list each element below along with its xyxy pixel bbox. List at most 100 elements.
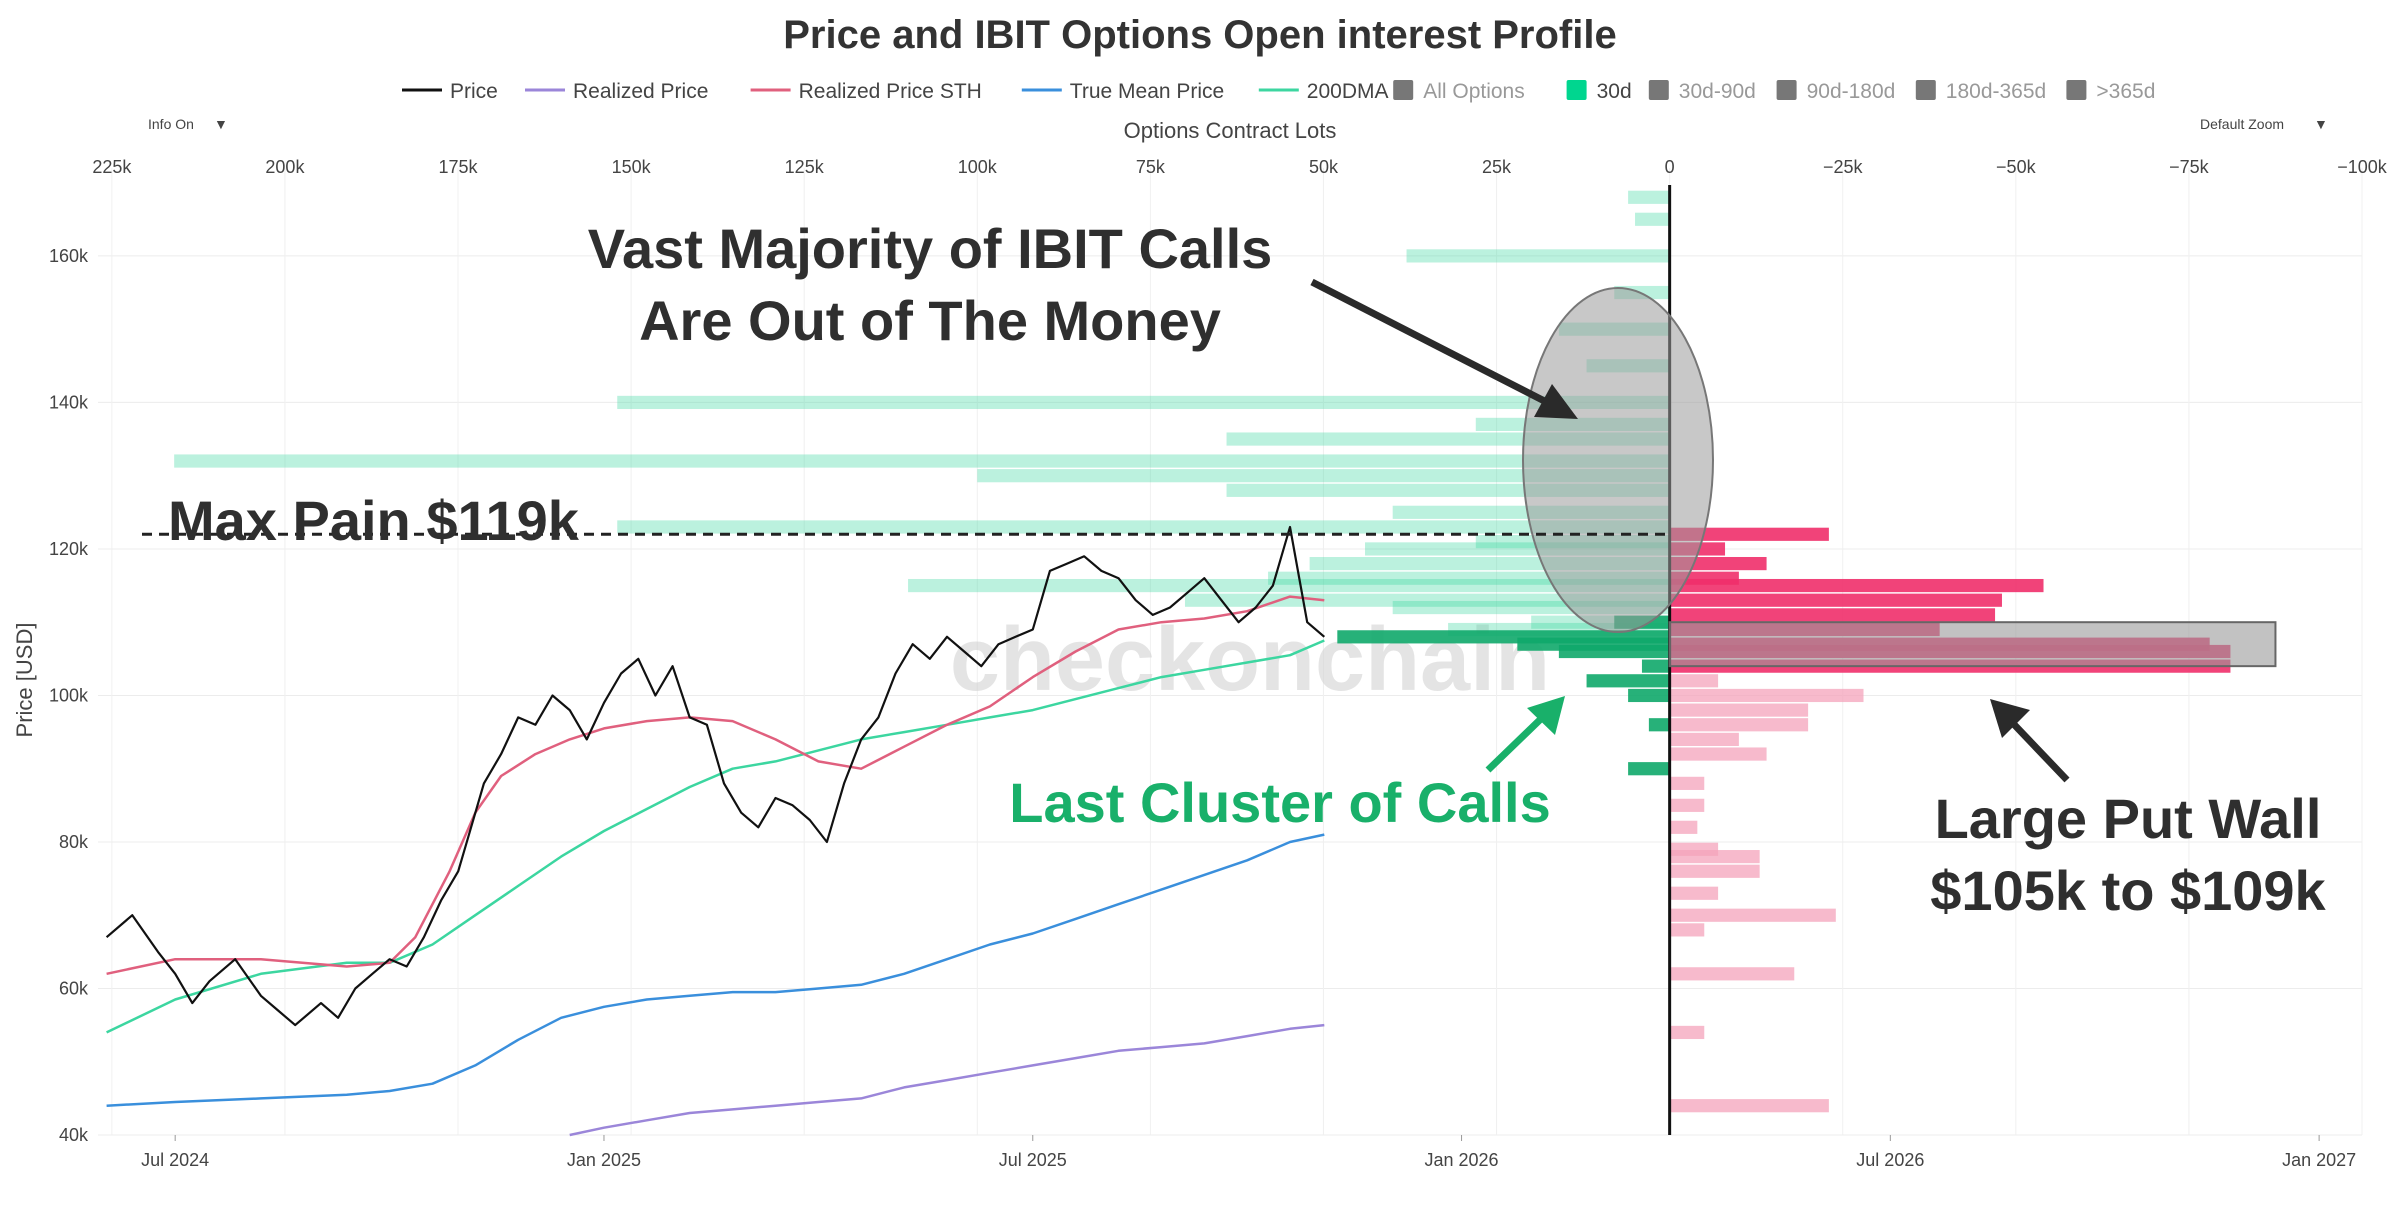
call-bar xyxy=(1628,190,1670,204)
y-axis-title: Price [USD] xyxy=(12,623,37,738)
max-pain-label: Max Pain $119k xyxy=(168,489,580,552)
put-bar xyxy=(1669,967,1795,981)
call-bar-30d xyxy=(1586,674,1670,688)
put-bar xyxy=(1669,688,1864,703)
call-bar-30d xyxy=(1337,630,1670,644)
y-tick-label: 80k xyxy=(59,832,89,852)
otm-arrow xyxy=(1310,278,1560,412)
x-tick-label: Jan 2026 xyxy=(1425,1150,1499,1170)
last-cluster-label: Last Cluster of Calls xyxy=(1009,771,1550,834)
legend-swatch xyxy=(1566,80,1587,100)
series-true-mean-price xyxy=(106,833,1325,1107)
zoom-select[interactable]: Default Zoom ▼ xyxy=(2200,116,2328,132)
legend-item-5[interactable]: All Options xyxy=(1393,80,1525,103)
series-realized-price-sth xyxy=(106,595,1325,976)
last-cluster-arrow xyxy=(1485,709,1551,773)
legend-item-10[interactable]: >365d xyxy=(2066,80,2155,103)
legend-label: Realized Price STH xyxy=(799,80,982,103)
put-bar xyxy=(1669,850,1760,864)
call-bar-30d xyxy=(1641,659,1670,673)
put-bar xyxy=(1669,886,1719,900)
top-tick-label: 125k xyxy=(785,157,825,177)
top-tick-label: 200k xyxy=(265,157,305,177)
put-bar xyxy=(1669,747,1767,761)
legend-label: >365d xyxy=(2096,80,2155,103)
call-bar-30d xyxy=(1628,762,1670,776)
legend-label: 90d-180d xyxy=(1807,80,1896,103)
info-dropdown-icon: ▼ xyxy=(214,116,228,132)
call-bar xyxy=(977,469,1670,483)
y-tick-label: 120k xyxy=(49,539,89,559)
x-tick-label: Jul 2026 xyxy=(1856,1150,1924,1170)
legend-item-3[interactable]: True Mean Price xyxy=(1021,80,1224,103)
otm-calls-ellipse xyxy=(1522,287,1714,633)
put-bar xyxy=(1669,864,1760,878)
legend-item-1[interactable]: Realized Price xyxy=(525,80,708,103)
legend-label: 180d-365d xyxy=(1946,80,2046,103)
top-tick-label: 75k xyxy=(1136,157,1166,177)
top-tick-label: 175k xyxy=(439,157,479,177)
series-lines xyxy=(105,525,1326,1137)
put-bar xyxy=(1669,908,1836,922)
put-wall-arrowhead xyxy=(1990,699,2030,738)
call-bar xyxy=(1406,249,1670,263)
legend[interactable]: Price Realized Price Realized Price STH Tru… xyxy=(402,80,2155,103)
put-wall-line1: Large Put Wall xyxy=(1935,787,2322,850)
top-tick-label: 25k xyxy=(1482,157,1512,177)
legend-item-9[interactable]: 180d-365d xyxy=(1915,80,2046,103)
chart-title: Price and IBIT Options Open interest Pro… xyxy=(783,13,1616,57)
otm-arrowhead xyxy=(1534,384,1578,419)
call-bar xyxy=(617,520,1670,534)
x-tick-label: Jul 2025 xyxy=(999,1150,1067,1170)
top-tick-label: 50k xyxy=(1309,157,1339,177)
series-price xyxy=(105,525,1326,1027)
call-bar-30d xyxy=(1628,688,1670,703)
put-bar xyxy=(1669,1099,1829,1113)
put-bar xyxy=(1669,732,1739,747)
legend-label: All Options xyxy=(1423,80,1525,103)
top-tick-label: −50k xyxy=(1996,157,2037,177)
put-bar xyxy=(1669,923,1705,937)
legend-item-8[interactable]: 90d-180d xyxy=(1776,80,1896,103)
x-tick-label: Jul 2024 xyxy=(141,1150,209,1170)
legend-swatch xyxy=(1648,80,1669,100)
top-tick-label: −25k xyxy=(1823,157,1864,177)
put-bar xyxy=(1669,703,1809,717)
put-bar xyxy=(1669,578,2044,593)
put-wall-line2: $105k to $109k xyxy=(1930,859,2326,922)
put-bar xyxy=(1669,776,1705,790)
legend-item-2[interactable]: Realized Price STH xyxy=(750,80,982,103)
top-axis-ticks: 225k 200k 175k 150k 125k 100k 75k 50k 25k 0 −25k −5… xyxy=(92,157,2387,177)
put-bar xyxy=(1669,593,2002,607)
y-tick-label: 60k xyxy=(59,978,89,998)
legend-swatch xyxy=(1776,80,1797,100)
series-200dma xyxy=(106,639,1325,1034)
legend-label: 30d-90d xyxy=(1679,80,1756,103)
top-axis-title: Options Contract Lots xyxy=(1124,118,1337,143)
top-tick-label: 0 xyxy=(1665,157,1675,177)
info-toggle[interactable]: Info On ▼ xyxy=(148,116,228,132)
top-tick-label: −75k xyxy=(2169,157,2210,177)
put-bar xyxy=(1669,527,1829,541)
legend-item-0[interactable]: Price xyxy=(402,80,498,103)
legend-label: Realized Price xyxy=(573,80,708,103)
legend-item-6[interactable]: 30d xyxy=(1566,80,1632,103)
put-wall-arrow xyxy=(2003,713,2070,783)
legend-item-4[interactable]: 200DMA xyxy=(1258,80,1389,103)
y-tick-label: 160k xyxy=(49,246,89,266)
watermark: checkonchain xyxy=(950,610,1550,710)
info-toggle-label: Info On xyxy=(148,116,194,132)
legend-label: Price xyxy=(450,80,498,103)
x-tick-label: Jan 2027 xyxy=(2282,1150,2356,1170)
last-cluster-arrowhead xyxy=(1527,696,1565,735)
top-tick-label: 225k xyxy=(92,157,132,177)
legend-swatch xyxy=(2066,80,2087,100)
legend-label: True Mean Price xyxy=(1070,80,1224,103)
legend-item-7[interactable]: 30d-90d xyxy=(1648,80,1756,103)
y-tick-label: 140k xyxy=(49,392,89,412)
put-bar xyxy=(1669,820,1698,834)
annotations: Max Pain $119k Vast Majority of IBIT Cal… xyxy=(142,217,2327,922)
otm-calls-line2: Are Out of The Money xyxy=(639,289,1221,352)
call-bar xyxy=(174,454,1670,468)
